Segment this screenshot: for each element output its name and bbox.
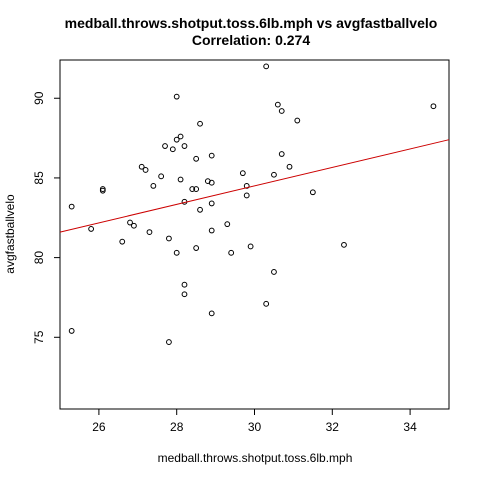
y-axis-label: avgfastballvelo xyxy=(3,194,17,274)
data-point xyxy=(158,173,165,180)
data-point xyxy=(239,170,246,177)
data-point xyxy=(208,227,215,234)
data-point xyxy=(68,328,75,334)
data-point xyxy=(189,186,196,192)
data-point xyxy=(193,155,200,162)
data-point xyxy=(286,163,293,170)
data-point xyxy=(177,176,184,183)
trendline-group xyxy=(59,139,450,233)
data-point xyxy=(263,300,270,307)
data-point xyxy=(166,339,172,345)
x-tick-label: 34 xyxy=(403,420,417,434)
data-point xyxy=(243,192,250,199)
data-point xyxy=(138,163,145,170)
data-point xyxy=(263,63,270,70)
y-tick-label: 80 xyxy=(32,251,46,265)
data-point xyxy=(177,133,184,140)
data-point xyxy=(99,187,106,194)
data-point xyxy=(173,249,180,256)
data-point xyxy=(127,219,133,226)
data-point xyxy=(181,291,188,298)
y-tick-label: 85 xyxy=(32,171,46,185)
data-point xyxy=(181,281,188,288)
data-point xyxy=(278,108,285,114)
data-point xyxy=(271,171,277,178)
data-point xyxy=(294,117,301,124)
data-point xyxy=(150,182,157,189)
data-point xyxy=(274,101,281,108)
x-tick-label: 32 xyxy=(326,420,340,434)
data-point xyxy=(208,200,215,207)
data-point xyxy=(208,179,215,186)
data-point xyxy=(162,143,168,149)
data-point xyxy=(271,269,277,275)
data-point xyxy=(131,222,137,229)
data-point xyxy=(208,310,215,317)
data-point xyxy=(68,203,75,210)
data-point xyxy=(278,151,285,157)
x-tick-label: 28 xyxy=(170,420,184,434)
data-point xyxy=(173,136,180,143)
chart-subtitle: Correlation: 0.274 xyxy=(192,32,310,48)
data-point xyxy=(224,221,231,228)
trendline xyxy=(59,139,450,233)
y-axis: 75 80 85 90 xyxy=(32,91,60,344)
data-point xyxy=(142,167,149,173)
x-axis: 26 28 30 32 34 xyxy=(92,409,417,434)
data-point xyxy=(146,229,153,236)
data-point xyxy=(193,245,200,251)
data-point xyxy=(208,152,215,159)
data-point xyxy=(193,186,200,192)
chart-title: medball.throws.shotput.toss.6lb.mph vs a… xyxy=(65,15,438,31)
x-axis-label: medball.throws.shotput.toss.6lb.mph xyxy=(158,451,353,465)
data-point xyxy=(197,120,203,127)
y-tick-label: 90 xyxy=(32,91,46,105)
data-points xyxy=(68,63,437,345)
x-tick-label: 30 xyxy=(248,420,262,434)
data-point xyxy=(173,93,180,100)
x-tick-label: 26 xyxy=(92,420,106,434)
data-point xyxy=(430,103,437,110)
data-point xyxy=(243,182,250,189)
data-point xyxy=(247,243,254,250)
data-point xyxy=(181,143,188,149)
data-point xyxy=(169,146,176,153)
data-point xyxy=(309,189,316,196)
data-point xyxy=(166,235,172,242)
data-point xyxy=(119,238,126,245)
data-point xyxy=(88,226,95,232)
y-tick-label: 75 xyxy=(32,330,46,344)
data-point xyxy=(228,249,235,256)
data-point xyxy=(341,241,347,248)
data-point xyxy=(197,206,203,213)
plot-frame xyxy=(59,59,450,410)
